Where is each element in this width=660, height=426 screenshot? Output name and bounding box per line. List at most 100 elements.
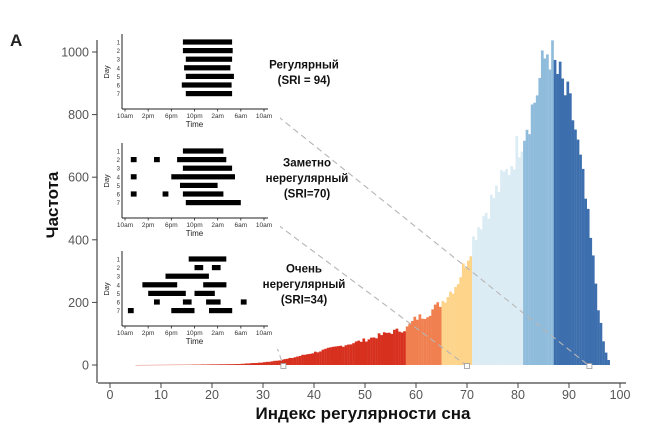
inset-day-tick-label: 3: [117, 167, 121, 173]
sleep-bout-bar: [154, 299, 160, 305]
histogram-bar: [438, 306, 442, 365]
histogram-bar: [558, 61, 562, 366]
insets: 1 2 3 4 5 6 7 Day 10am 2pm 6pm 10pm 2am 6am 10am Time Ре…: [100, 30, 348, 349]
histogram-bar: [431, 309, 434, 365]
sleep-bout-bar: [211, 265, 221, 271]
histogram-bar: [449, 291, 452, 365]
histogram-bar: [224, 364, 228, 365]
histogram-bar: [390, 333, 394, 365]
inset-guide-line: [269, 109, 590, 367]
histogram-bar: [479, 229, 483, 365]
inset-label-line: Очень: [286, 264, 322, 276]
histogram-bar: [298, 356, 302, 365]
histogram-bar: [278, 360, 281, 365]
histogram-bar: [377, 333, 381, 365]
sleep-bout-bar: [171, 308, 195, 314]
histogram-bar: [523, 140, 526, 365]
inset-day-tick-label: 2: [117, 266, 121, 272]
histogram-bar: [331, 346, 335, 365]
histogram-bar: [219, 364, 223, 365]
histogram-bar: [492, 198, 496, 365]
histogram-bar: [426, 317, 429, 365]
inset-panel: 1 2 3 4 5 6 7 Day 10am 2pm 6pm 10pm 2am 6am 10am Time Оч…: [100, 247, 345, 349]
histogram-bar: [303, 354, 307, 365]
histogram-bar: [301, 354, 304, 365]
histogram-bar: [319, 351, 322, 365]
inset-label-line: (SRI=70): [284, 189, 331, 201]
histogram-bar: [510, 166, 514, 365]
inset-time-tick-label: 6pm: [165, 222, 178, 229]
histogram-bar: [212, 364, 215, 365]
histogram-bar: [255, 362, 259, 365]
histogram-bar: [507, 175, 511, 365]
histogram-bar: [484, 212, 488, 365]
histogram-bar: [584, 198, 587, 365]
inset-label-line: Регулярный: [269, 59, 339, 71]
histogram-bar: [581, 168, 585, 365]
inset-background: [100, 247, 280, 349]
histogram-bar: [380, 335, 383, 365]
sleep-bout-bar: [209, 308, 233, 314]
inset-time-tick-label: 2am: [211, 222, 224, 229]
histogram-bar: [530, 104, 534, 365]
histogram-bar: [260, 362, 264, 365]
histogram-bar: [571, 120, 575, 365]
inset-day-tick-label: 6: [117, 301, 121, 307]
histogram-bar: [408, 323, 412, 365]
sleep-bout-bar: [162, 191, 169, 197]
histogram-bar: [229, 364, 233, 365]
inset-x-axis-title: Time: [186, 337, 204, 346]
histogram-bar: [247, 363, 251, 365]
histogram-bar: [413, 316, 417, 365]
histogram-bar: [275, 360, 279, 365]
y-tick-label: 800: [68, 108, 89, 122]
x-tick-label: 10: [154, 388, 168, 402]
histogram-bar: [423, 318, 427, 365]
inset-day-tick-label: 4: [117, 283, 121, 289]
histogram-bar: [214, 364, 218, 365]
histogram-bar: [395, 328, 399, 365]
histogram-bar: [474, 240, 478, 365]
inset-day-tick-label: 1: [117, 41, 121, 47]
histogram-bar: [234, 364, 238, 365]
histogram-bar: [354, 341, 358, 365]
inset-time-tick-label: 2pm: [142, 330, 155, 337]
histogram-bar: [288, 357, 292, 365]
inset-day-tick-label: 1: [117, 150, 121, 156]
histogram-bar: [436, 302, 440, 365]
inset-day-tick-label: 4: [117, 66, 121, 72]
histogram-bar: [548, 69, 552, 366]
histogram-bar: [500, 170, 503, 365]
sleep-bout-bar: [240, 299, 247, 305]
histogram-bar: [382, 332, 386, 365]
inset-time-tick-label: 6am: [235, 222, 248, 229]
inset-background: [100, 30, 280, 132]
y-tick-label: 1000: [61, 46, 89, 60]
histogram-bar: [576, 139, 580, 365]
histogram-bar: [579, 154, 582, 365]
inset-time-tick-label: 10am: [117, 330, 133, 337]
sleep-bout-bar: [177, 157, 227, 163]
inset-day-tick-label: 6: [117, 84, 121, 90]
histogram-bar: [367, 339, 371, 365]
histogram-bar: [540, 50, 544, 365]
histogram-bar: [487, 218, 491, 365]
inset-label-line: нерегулярный: [266, 173, 349, 185]
histogram-bar: [459, 277, 463, 365]
inset-time-tick-label: 2am: [211, 113, 224, 120]
histogram-bar: [441, 300, 445, 365]
inset-day-tick-label: 3: [117, 58, 121, 64]
x-tick-label: 70: [460, 388, 474, 402]
x-axis-title: Индекс регулярности сна: [255, 404, 471, 423]
histogram-bar: [451, 293, 455, 365]
inset-time-tick-label: 6pm: [165, 113, 178, 120]
histogram-bar: [339, 345, 343, 365]
sleep-bout-bar: [188, 256, 227, 262]
sleep-bout-bar: [182, 148, 224, 154]
histogram-bar: [461, 263, 465, 365]
histogram-bar: [400, 332, 404, 365]
histogram-bar: [418, 314, 422, 365]
inset-day-tick-label: 5: [117, 292, 121, 298]
